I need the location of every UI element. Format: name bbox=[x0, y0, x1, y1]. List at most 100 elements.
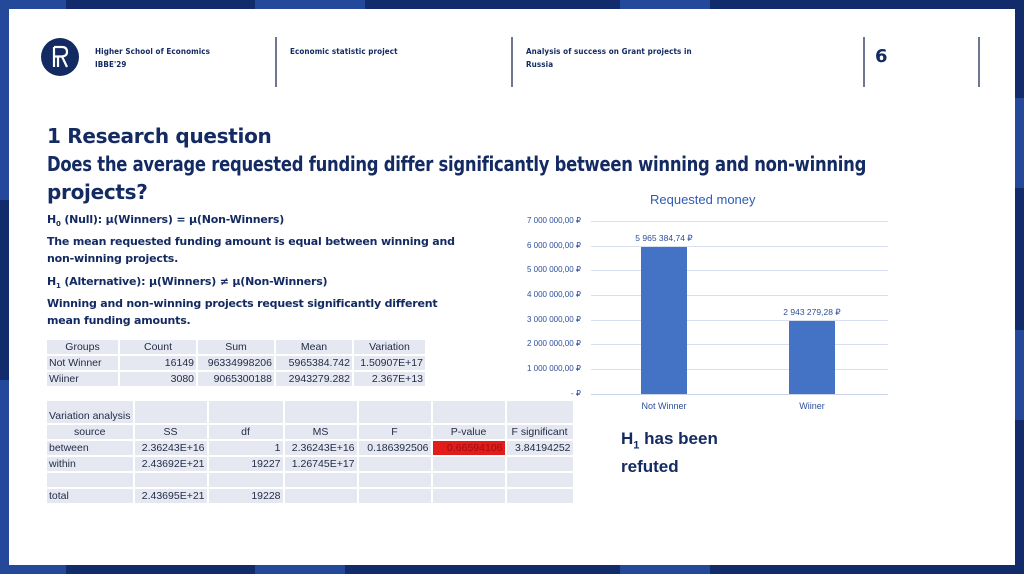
page-number: 6 bbox=[875, 46, 888, 67]
table-cell bbox=[432, 401, 505, 423]
conclusion-subscript: 1 bbox=[633, 439, 640, 452]
h0-description-line1: The mean requested funding amount is equ… bbox=[47, 235, 455, 249]
y-tick-label: 3 000 000,00 ₽ bbox=[526, 315, 581, 324]
table-cell: 19227 bbox=[208, 457, 283, 471]
table-cell: 2.367E+13 bbox=[354, 372, 425, 386]
table-cell bbox=[208, 401, 283, 423]
h0-symbol: H bbox=[47, 213, 57, 226]
table-cell bbox=[284, 489, 357, 503]
project-title-line1: Analysis of success on Grant projects in bbox=[526, 47, 692, 56]
table-cell: 1 bbox=[208, 441, 283, 455]
table-cell bbox=[134, 473, 207, 487]
y-tick-label: 7 000 000,00 ₽ bbox=[526, 216, 581, 225]
null-hypothesis: H0 (Null): μ(Winners) = μ(Non-Winners) T… bbox=[47, 211, 455, 267]
conclusion-symbol: H bbox=[621, 429, 634, 448]
research-question-line1: Does the average requested funding diffe… bbox=[47, 152, 867, 176]
table-header: Mean bbox=[276, 340, 352, 354]
table-row: within 2.43692E+21 19227 1.26745E+17 bbox=[47, 457, 573, 471]
anova-table: Variation analysis source SS df MS F P-v… bbox=[45, 399, 575, 505]
h1-statement: H1 (Alternative): μ(Winners) ≠ μ(Non-Win… bbox=[47, 273, 437, 295]
table-cell bbox=[358, 473, 431, 487]
y-tick-label: 4 000 000,00 ₽ bbox=[526, 290, 581, 299]
table-cell: 2943279.282 bbox=[276, 372, 352, 386]
research-question-line2: projects? bbox=[47, 180, 148, 204]
y-tick-label: 6 000 000,00 ₽ bbox=[526, 241, 581, 250]
background-strip bbox=[1015, 330, 1024, 420]
table-cell: between bbox=[47, 441, 133, 455]
table-header: F bbox=[358, 425, 431, 439]
anova-title-row: Variation analysis bbox=[47, 401, 573, 423]
table-cell bbox=[47, 473, 133, 487]
h1-symbol: H bbox=[47, 275, 57, 288]
bar-not-winner bbox=[641, 247, 687, 394]
table-cell: 5965384.742 bbox=[276, 356, 352, 370]
table-cell bbox=[358, 489, 431, 503]
table-cell: 16149 bbox=[120, 356, 196, 370]
y-tick-label: 2 000 000,00 ₽ bbox=[526, 339, 581, 348]
summary-table: Groups Count Sum Mean Variation Not Winn… bbox=[45, 338, 427, 388]
background-strip bbox=[0, 565, 66, 574]
header-divider bbox=[511, 37, 513, 87]
slide-panel bbox=[9, 9, 1015, 565]
hse-logo-icon bbox=[52, 45, 69, 68]
table-cell: 2.43695E+21 bbox=[134, 489, 207, 503]
h1-statement-text: (Alternative): μ(Winners) ≠ μ(Non-Winner… bbox=[60, 275, 328, 288]
data-label: 2 943 279,28 ₽ bbox=[783, 307, 841, 317]
h0-statement: H0 (Null): μ(Winners) = μ(Non-Winners) bbox=[47, 211, 455, 233]
table-cell: 19228 bbox=[208, 489, 283, 503]
course-label: Economic statistic project bbox=[290, 47, 398, 56]
table-cell bbox=[358, 401, 431, 423]
table-cell bbox=[506, 457, 573, 471]
h1-description-line2: mean funding amounts. bbox=[47, 314, 191, 328]
table-header: F significant bbox=[506, 425, 573, 439]
table-row bbox=[47, 473, 573, 487]
h1-description-line1: Winning and non-winning projects request… bbox=[47, 297, 438, 311]
table-header: P-value bbox=[432, 425, 505, 439]
table-cell: 0.186392506 bbox=[358, 441, 431, 455]
table-header: MS bbox=[284, 425, 357, 439]
table-cell: 3.84194252 bbox=[506, 441, 573, 455]
gridline bbox=[591, 320, 888, 321]
institution-name: Higher School of Economics IBBE'29 bbox=[95, 45, 210, 71]
x-axis-line bbox=[591, 394, 888, 395]
gridline bbox=[591, 270, 888, 271]
gridline bbox=[591, 246, 888, 247]
table-header: Groups bbox=[47, 340, 118, 354]
table-header: SS bbox=[134, 425, 207, 439]
bar-winner bbox=[789, 321, 835, 394]
table-header-row: source SS df MS F P-value F significant bbox=[47, 425, 573, 439]
background-strip bbox=[255, 0, 365, 9]
background-strip bbox=[0, 0, 66, 9]
conclusion-line1-text: has been bbox=[639, 429, 718, 448]
project-title-line2: Russia bbox=[526, 60, 554, 69]
conclusion-line1: H1 has been bbox=[621, 428, 718, 456]
table-cell: 3080 bbox=[120, 372, 196, 386]
y-tick-label: 5 000 000,00 ₽ bbox=[526, 265, 581, 274]
background-strip bbox=[620, 0, 710, 9]
section-title: 1 Research question bbox=[47, 124, 272, 148]
course-name: Economic statistic project bbox=[290, 45, 398, 58]
table-cell: 2.43692E+21 bbox=[134, 457, 207, 471]
table-cell bbox=[208, 473, 283, 487]
h1-subscript: 1 bbox=[56, 282, 61, 291]
institution-label: Higher School of Economics bbox=[95, 47, 211, 56]
table-header: Count bbox=[120, 340, 196, 354]
table-cell bbox=[432, 489, 505, 503]
p-value-cell: 0.66594106 bbox=[432, 441, 505, 455]
chart-title: Requested money bbox=[650, 192, 756, 207]
table-cell bbox=[506, 473, 573, 487]
table-cell bbox=[284, 401, 357, 423]
y-tick-label: 1 000 000,00 ₽ bbox=[526, 364, 581, 373]
table-cell: total bbox=[47, 489, 133, 503]
table-header: Variation bbox=[354, 340, 425, 354]
table-cell: 2.36243E+16 bbox=[134, 441, 207, 455]
table-cell bbox=[432, 473, 505, 487]
header-divider bbox=[863, 37, 865, 87]
table-cell bbox=[134, 401, 207, 423]
data-label: 5 965 384,74 ₽ bbox=[635, 233, 693, 243]
table-cell: 2.36243E+16 bbox=[284, 441, 357, 455]
h0-description-line2: non-winning projects. bbox=[47, 252, 179, 266]
table-row: total 2.43695E+21 19228 bbox=[47, 489, 573, 503]
conclusion-text: H1 has been refuted bbox=[621, 428, 718, 478]
conclusion-line2: refuted bbox=[621, 457, 679, 477]
